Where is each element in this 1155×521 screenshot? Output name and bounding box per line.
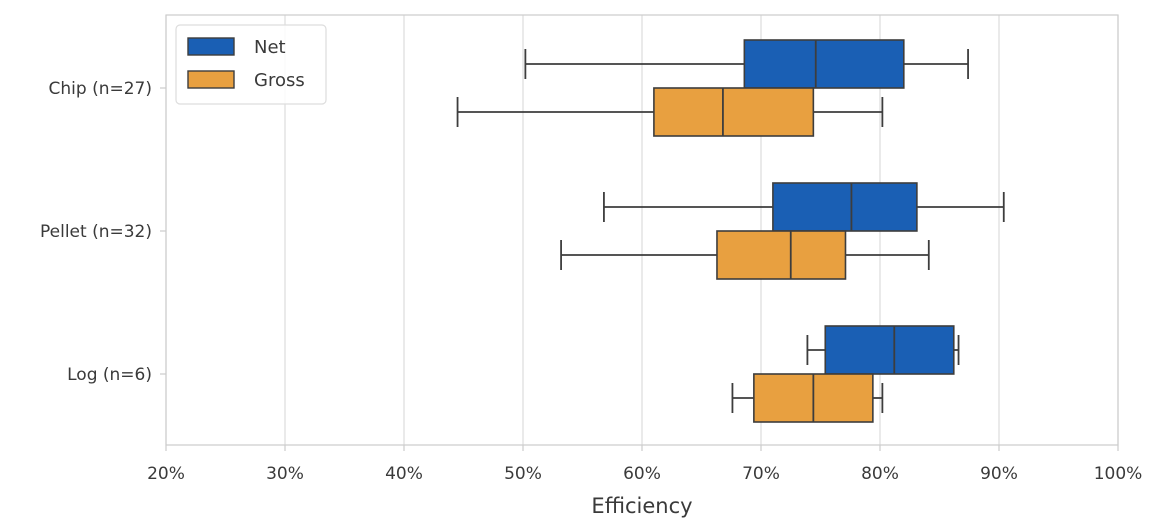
legend-swatch-net (187, 37, 235, 56)
legend: Net Gross (175, 24, 327, 105)
x-tick-labels: 20% 30% 40% 50% 60% 70% 80% 90% 100% (147, 445, 1142, 484)
net-box-group (603, 182, 1005, 232)
gross-box-group (456, 87, 884, 137)
x-tick-label: 90% (980, 464, 1018, 484)
x-tick-label: 20% (147, 464, 185, 484)
x-tick-label: 50% (504, 464, 542, 484)
box-layer (456, 39, 1005, 423)
iqr-box (824, 325, 955, 375)
x-tick-label: 40% (385, 464, 423, 484)
x-tick-label: 100% (1094, 464, 1143, 484)
net-box-group (524, 39, 969, 89)
y-tick-label: Pellet (n=32) (40, 222, 152, 242)
x-tick-label: 70% (742, 464, 780, 484)
iqr-box (772, 182, 918, 232)
net-box-group (806, 325, 960, 375)
x-tick-label: 30% (266, 464, 304, 484)
legend-label-gross: Gross (254, 70, 305, 91)
y-tick-label: Log (n=6) (67, 365, 152, 385)
iqr-box (743, 39, 905, 89)
legend-label-net: Net (254, 37, 286, 58)
legend-swatch-gross (187, 70, 235, 89)
x-tick-label: 60% (623, 464, 661, 484)
gross-box-group (731, 373, 884, 423)
iqr-box (716, 230, 847, 280)
iqr-box (653, 87, 815, 137)
x-axis-title: Efficiency (591, 494, 692, 518)
x-tick-label: 80% (861, 464, 899, 484)
y-tick-label: Chip (n=27) (49, 79, 152, 99)
gross-box-group (560, 230, 930, 280)
legend-frame (175, 24, 327, 105)
y-tick-labels: Chip (n=27) Pellet (n=32) Log (n=6) (40, 79, 166, 385)
